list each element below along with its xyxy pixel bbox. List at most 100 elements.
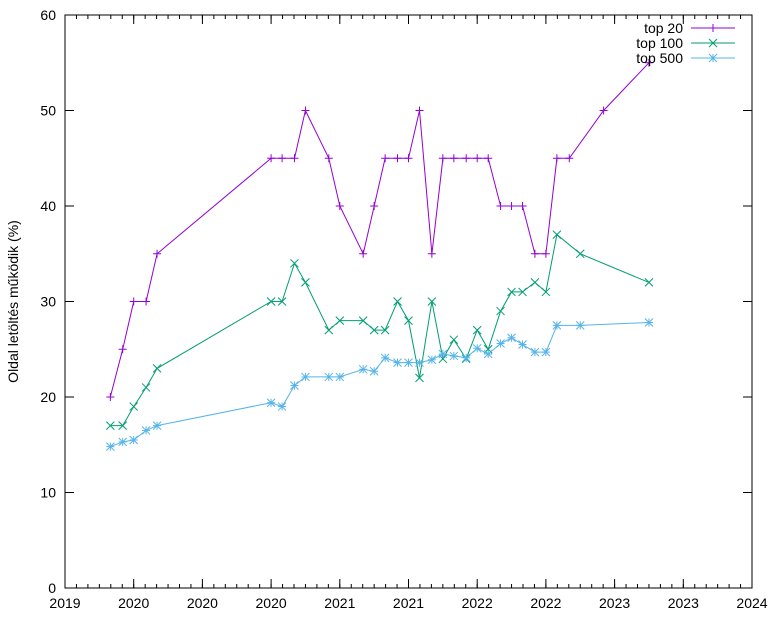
point-marker [369, 366, 379, 376]
data-point-top-500 [393, 358, 402, 367]
point-marker [335, 372, 345, 382]
y-axis-title: Oldal letöltés működik (%) [5, 220, 21, 383]
data-point-top-500 [415, 358, 424, 367]
data-point-top-500 [575, 321, 585, 330]
legend-marker [708, 38, 718, 48]
data-point-top-100 [358, 316, 368, 325]
x-tick-label: 2024 [736, 595, 767, 611]
data-point-top-500 [427, 355, 437, 365]
point-marker [507, 287, 516, 297]
data-point-top-20 [278, 154, 287, 163]
point-marker [496, 339, 505, 348]
data-point-top-500 [507, 333, 516, 343]
point-marker [644, 318, 654, 327]
x-tick-label: 2021 [393, 595, 424, 611]
point-marker [393, 358, 402, 367]
point-marker [152, 421, 162, 431]
point-marker [335, 316, 345, 325]
data-point-top-20 [324, 154, 333, 163]
y-tick-label: 40 [40, 198, 56, 214]
legend-item-top-500: top 500 [636, 50, 735, 66]
y-tick-label: 20 [40, 389, 56, 405]
point-marker [141, 383, 151, 392]
point-marker [301, 372, 310, 382]
point-marker [541, 347, 551, 357]
y-tick-label: 0 [48, 580, 56, 596]
data-point-top-500 [483, 349, 493, 359]
data-point-top-100 [404, 316, 413, 325]
data-point-top-100 [644, 278, 654, 287]
legend-marker-stroke [708, 53, 718, 63]
point-marker [507, 333, 516, 343]
x-tick-label: 2020 [187, 595, 218, 611]
series-top-100 [105, 230, 654, 431]
point-marker [380, 325, 390, 335]
point-marker [575, 249, 585, 259]
data-point-top-100 [129, 402, 139, 411]
data-point-top-500 [438, 349, 448, 359]
data-point-top-20 [644, 58, 653, 67]
point-marker [427, 355, 437, 365]
point-marker [404, 358, 413, 367]
data-point-top-20 [393, 154, 402, 163]
data-point-top-20 [552, 154, 561, 163]
point-marker [530, 347, 540, 357]
data-point-top-500 [335, 372, 345, 382]
data-point-top-20 [415, 106, 424, 115]
point-marker [541, 287, 551, 297]
point-marker [575, 321, 585, 330]
data-point-top-500 [141, 426, 151, 435]
data-point-top-100 [277, 297, 287, 306]
point-marker [530, 278, 540, 287]
x-tick-label: 2022 [462, 595, 493, 611]
data-point-top-500 [290, 381, 299, 390]
data-point-top-100 [393, 297, 402, 306]
data-point-top-100 [301, 278, 310, 287]
data-point-top-20 [599, 106, 608, 115]
point-marker [118, 421, 128, 431]
legend-marker [708, 53, 718, 63]
legend-label: top 100 [636, 35, 683, 51]
data-point-top-100 [507, 287, 516, 297]
point-marker [472, 325, 482, 335]
point-marker [141, 426, 151, 435]
point-marker [438, 349, 448, 359]
point-marker [324, 325, 334, 335]
data-point-top-500 [644, 318, 654, 327]
data-point-top-20 [106, 393, 115, 401]
data-point-top-500 [118, 437, 128, 447]
point-marker [449, 351, 459, 361]
point-marker [449, 335, 459, 345]
data-point-top-20 [370, 202, 379, 210]
data-point-top-100 [496, 306, 505, 316]
point-marker [266, 398, 276, 408]
y-tick-label: 30 [40, 294, 56, 310]
data-point-top-20 [427, 249, 436, 258]
data-point-top-100 [472, 325, 482, 335]
data-point-top-500 [449, 351, 459, 361]
point-marker [496, 306, 505, 316]
data-point-top-500 [358, 364, 368, 374]
point-marker [118, 437, 128, 447]
legend-label: top 500 [636, 50, 683, 66]
legend-item-top-20: top 20 [644, 20, 735, 36]
point-marker [290, 258, 299, 268]
point-marker [105, 421, 115, 431]
point-marker [152, 363, 162, 373]
point-marker [290, 381, 299, 390]
data-point-top-100 [552, 230, 562, 240]
data-point-top-20 [518, 202, 527, 210]
point-marker [277, 297, 287, 306]
y-tick-label: 10 [40, 485, 56, 501]
data-point-top-20 [449, 154, 458, 163]
series-layer [105, 58, 654, 452]
data-point-top-20 [541, 249, 550, 258]
data-point-top-500 [530, 347, 540, 357]
point-marker [129, 435, 139, 445]
x-tick-label: 2022 [530, 595, 561, 611]
series-line-top-500 [110, 322, 649, 448]
data-point-top-20 [335, 202, 344, 210]
point-marker [324, 372, 334, 382]
